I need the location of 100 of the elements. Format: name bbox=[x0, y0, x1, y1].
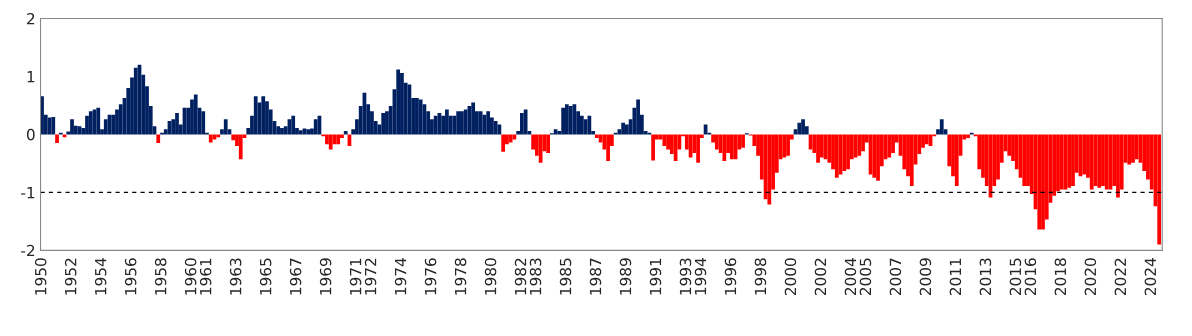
x-tick-label: 1994 bbox=[694, 258, 707, 295]
x-tick-label: 1985 bbox=[559, 258, 572, 295]
bar bbox=[767, 134, 772, 205]
x-tick-label: 1961 bbox=[199, 258, 212, 295]
x-tick-label: 1952 bbox=[64, 258, 77, 295]
bar bbox=[280, 128, 284, 135]
bar bbox=[291, 115, 296, 135]
x-tick-label: 1991 bbox=[649, 258, 662, 295]
bar bbox=[238, 134, 243, 160]
bar bbox=[400, 72, 404, 135]
bar bbox=[696, 134, 700, 163]
y-tick-label: -1 bbox=[21, 187, 35, 199]
bar bbox=[463, 109, 468, 135]
x-tick-label: 2013 bbox=[979, 258, 992, 296]
x-tick-label: 1969 bbox=[319, 258, 332, 295]
x-tick-label: 2007 bbox=[889, 258, 902, 296]
bar bbox=[85, 115, 89, 135]
x-tick-label: 1982 bbox=[514, 258, 527, 295]
bar bbox=[493, 121, 498, 135]
bar bbox=[396, 69, 401, 135]
x-tick-label: 1976 bbox=[424, 258, 437, 295]
x-tick-label: 1998 bbox=[754, 258, 767, 295]
bar bbox=[336, 134, 341, 145]
bar bbox=[662, 134, 667, 146]
bar bbox=[156, 134, 161, 144]
y-tick-label: 0 bbox=[26, 128, 35, 141]
x-tick-label: 2018 bbox=[1054, 258, 1067, 296]
bar bbox=[842, 134, 847, 171]
x-tick-label: 2004 bbox=[844, 258, 857, 296]
bar bbox=[1131, 134, 1135, 163]
bar bbox=[415, 97, 419, 135]
bar bbox=[1089, 134, 1094, 190]
bar bbox=[478, 111, 483, 135]
x-tick-label: 1974 bbox=[394, 258, 407, 295]
bar bbox=[966, 134, 970, 138]
bar bbox=[909, 134, 914, 186]
bar bbox=[223, 119, 228, 135]
bar bbox=[208, 134, 213, 143]
bar bbox=[175, 112, 179, 135]
bar bbox=[857, 134, 862, 156]
bar bbox=[51, 117, 56, 135]
bar bbox=[782, 134, 787, 158]
bar bbox=[212, 134, 217, 140]
bar bbox=[1157, 134, 1162, 245]
bar bbox=[876, 134, 880, 181]
bar bbox=[253, 96, 258, 135]
bar bbox=[587, 115, 592, 135]
bar bbox=[861, 134, 865, 152]
bar bbox=[651, 134, 655, 161]
bar bbox=[786, 134, 790, 156]
bar bbox=[313, 119, 318, 135]
bar bbox=[328, 134, 333, 150]
bar bbox=[1067, 134, 1072, 188]
bar bbox=[1134, 134, 1139, 160]
bar bbox=[343, 130, 348, 135]
bar bbox=[193, 94, 198, 135]
bar bbox=[797, 122, 802, 135]
x-tick-label: 2000 bbox=[784, 258, 797, 296]
x-tick-label: 2009 bbox=[919, 258, 932, 296]
bar bbox=[1022, 134, 1027, 186]
bar bbox=[1037, 134, 1042, 230]
x-tick-label: 1954 bbox=[94, 258, 107, 295]
bar bbox=[1101, 134, 1105, 186]
bar bbox=[572, 104, 577, 135]
x-tick-label: 1989 bbox=[619, 258, 632, 295]
bar bbox=[486, 111, 491, 135]
x-tick-label: 1987 bbox=[589, 258, 602, 295]
bar bbox=[445, 109, 449, 135]
bar bbox=[1056, 134, 1060, 192]
bar bbox=[954, 134, 959, 186]
bar bbox=[1097, 134, 1102, 188]
x-tick-label: 2024 bbox=[1144, 258, 1157, 296]
bar bbox=[433, 115, 438, 135]
bar bbox=[512, 134, 517, 140]
x-tick-label: 1993 bbox=[679, 258, 692, 295]
bar bbox=[636, 99, 640, 135]
bar bbox=[666, 134, 670, 150]
x-tick-label: 1967 bbox=[289, 258, 302, 295]
bar bbox=[561, 107, 565, 135]
bar bbox=[55, 134, 59, 144]
bar bbox=[1127, 134, 1132, 165]
bar bbox=[460, 111, 464, 135]
bar bbox=[801, 119, 805, 135]
x-tick-label: 1972 bbox=[364, 258, 377, 295]
bar bbox=[565, 104, 569, 135]
x-tick-label: 1983 bbox=[529, 258, 542, 295]
bar bbox=[722, 134, 727, 162]
bar bbox=[88, 111, 93, 135]
bar bbox=[216, 134, 221, 138]
bar bbox=[1116, 134, 1120, 198]
x-tick-label: 2020 bbox=[1084, 258, 1097, 296]
x-tick-label: 2016 bbox=[1024, 258, 1037, 296]
bar bbox=[456, 111, 461, 135]
bar bbox=[381, 112, 386, 135]
y-tick-label: 2 bbox=[27, 12, 35, 25]
bar bbox=[133, 67, 138, 135]
bar bbox=[546, 134, 550, 153]
bar bbox=[816, 134, 820, 163]
bar bbox=[538, 134, 543, 163]
x-tick-label: 2002 bbox=[814, 258, 827, 296]
